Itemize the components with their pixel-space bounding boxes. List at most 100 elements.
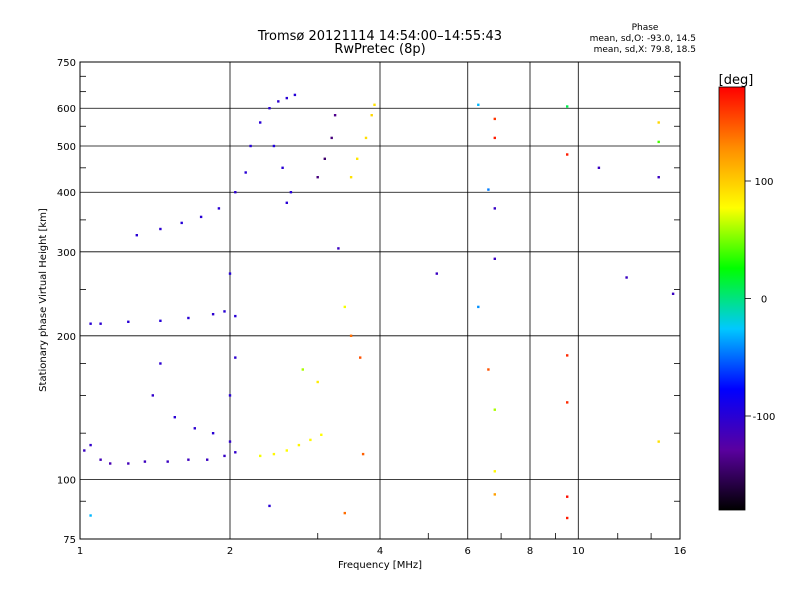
data-point [487,188,490,191]
data-point [566,495,569,498]
data-point [223,310,226,313]
y-tick-label: 750 [57,58,76,69]
data-point [493,408,496,411]
y-tick-label: 400 [57,188,76,199]
data-point [211,313,215,316]
data-point [671,292,675,295]
x-tick-label: 8 [527,546,533,557]
data-point [89,514,92,517]
data-point [657,440,660,443]
data-point [359,356,362,359]
colorbar: [deg] 100 0 -100 [718,73,776,511]
colorbar-label: [deg] [719,73,754,88]
data-point [597,166,601,169]
data-point [477,103,480,106]
data-point [234,191,237,194]
y-axis-label: Stationary phase Virtual Height [km] [38,208,49,392]
data-point [477,305,480,309]
colorbar-tick-label: 100 [754,177,773,188]
data-point [99,322,102,325]
data-point [127,320,130,323]
y-tick-label: 300 [57,248,76,259]
phase-stats-o: mean, sd,O: -93.0, 14.5 [590,34,696,44]
data-point [297,443,301,447]
data-point [159,319,162,322]
data-point [89,322,92,325]
data-point [180,221,183,225]
colorbar-gradient [718,86,746,511]
x-tick-label: 10 [572,546,585,557]
data-point [349,334,353,337]
data-point [435,272,438,275]
data-point [285,449,288,452]
data-point [493,257,496,260]
y-tick-label: 200 [57,332,76,343]
data-point [83,449,86,452]
data-point [566,354,569,357]
phase-heading: Phase [632,23,659,33]
data-point [109,462,112,465]
data-point [228,440,232,443]
data-point [333,114,337,117]
data-point [151,394,154,397]
data-point [285,201,288,204]
data-point [493,493,496,496]
data-point [493,136,496,140]
data-point [143,460,147,463]
data-point [493,117,496,121]
data-point [127,462,130,465]
data-point [316,380,319,384]
data-point [356,157,359,160]
data-point [268,504,271,508]
data-point [625,276,628,279]
data-point [373,103,376,106]
data-point [487,368,490,371]
data-point [159,227,162,231]
x-tick-label: 6 [465,546,471,557]
data-point [206,458,209,461]
data-point [135,234,138,237]
data-point [281,166,284,169]
colorbar-tick-label: -100 [753,412,776,423]
data-point [228,272,232,275]
data-point [566,401,569,404]
y-tick-label: 100 [57,475,76,486]
data-point [657,121,660,124]
data-point [657,176,660,179]
data-point [173,416,176,419]
data-point [187,316,190,320]
data-point [99,458,102,461]
y-tick-label: 75 [63,535,76,546]
data-point [316,176,319,179]
data-point [259,121,262,124]
data-point [277,100,280,103]
plot-frame: 1 2 4 6 8 10 16 75 100 200 300 400 500 600 750 [57,58,686,557]
x-axis-ticks: 1 2 4 6 8 10 16 [77,533,686,557]
data-point [199,215,203,219]
x-tick-label: 1 [77,546,83,557]
x-axis-label: Frequency [MHz] [338,560,422,571]
colorbar-tick-label: 0 [761,295,767,306]
data-point [234,314,237,318]
data-point [285,96,288,100]
data-point [268,107,271,110]
data-point [272,144,276,148]
chart-title: Tromsø 20121114 14:54:00–14:55:43 [257,29,502,44]
y-axis-ticks: 75 100 200 300 400 500 600 750 [57,58,680,546]
data-point [228,394,232,397]
phase-stats-x: mean, sd,X: 79.8, 18.5 [594,45,696,55]
data-point [309,438,312,442]
data-point [657,140,660,144]
data-point [330,136,333,140]
data-point [323,157,326,160]
data-point [223,454,226,458]
data-point [566,105,569,108]
chart-subtitle: RwPretec (8p) [334,42,425,57]
data-point [337,247,340,250]
data-point [187,458,190,461]
data-point [234,451,237,454]
data-point [293,93,297,97]
data-point [193,427,196,430]
data-point [289,191,293,194]
